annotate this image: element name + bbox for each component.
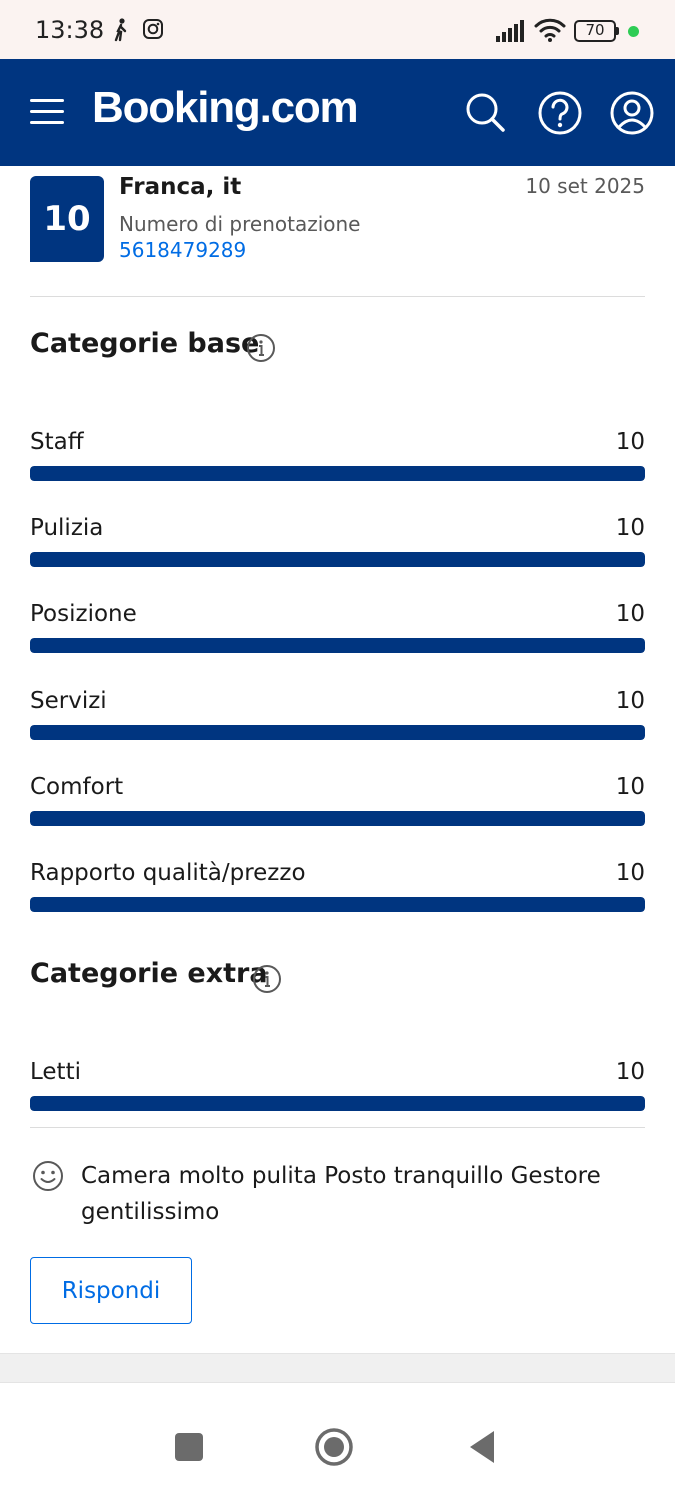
category-label: Comfort — [30, 774, 124, 800]
section-separator — [0, 1353, 675, 1383]
review-text: Camera molto pulita Posto tranquillo Ges… — [81, 1163, 601, 1225]
system-nav-bar — [0, 1384, 675, 1500]
account-icon[interactable] — [608, 89, 656, 137]
section-title-base: Categorie base — [30, 328, 260, 359]
category-row: Posizione 10 — [30, 601, 645, 661]
category-label: Posizione — [30, 601, 137, 627]
menu-icon[interactable] — [30, 99, 64, 125]
category-row: Rapporto qualità/prezzo 10 — [30, 860, 645, 920]
review-date: 10 set 2025 — [525, 174, 645, 198]
home-button[interactable] — [314, 1427, 354, 1467]
category-row: Servizi 10 — [30, 688, 645, 748]
section-title-extra: Categorie extra — [30, 958, 268, 989]
category-row: Staff 10 — [30, 429, 645, 489]
category-bar — [30, 552, 645, 567]
search-icon[interactable] — [462, 89, 510, 137]
guest-name: Franca, it — [119, 174, 242, 200]
category-bar — [30, 1096, 645, 1111]
category-bar — [30, 638, 645, 653]
instagram-icon — [143, 19, 163, 39]
score-badge: 10 — [30, 176, 104, 262]
brand-logo[interactable]: Booking.com — [92, 83, 359, 132]
wifi-icon — [534, 18, 566, 42]
status-time: 13:38 — [35, 16, 105, 44]
category-row: Comfort 10 — [30, 774, 645, 834]
category-label: Letti — [30, 1059, 81, 1085]
category-row: Pulizia 10 — [30, 515, 645, 575]
category-bar-fill — [30, 725, 645, 740]
category-score: 10 — [615, 429, 645, 455]
divider — [30, 1127, 645, 1128]
category-bar — [30, 725, 645, 740]
category-label: Pulizia — [30, 515, 104, 541]
status-bar: 13:38 70 — [0, 0, 675, 59]
category-bar-fill — [30, 811, 645, 826]
walk-icon — [114, 18, 127, 42]
dot-indicator-icon — [628, 26, 639, 37]
category-label: Rapporto qualità/prezzo — [30, 860, 306, 886]
recents-button[interactable] — [169, 1427, 209, 1467]
category-bar — [30, 466, 645, 481]
back-button[interactable] — [462, 1427, 502, 1467]
signal-icon — [496, 20, 524, 42]
smile-icon — [33, 1161, 63, 1191]
category-bar-fill — [30, 638, 645, 653]
category-score: 10 — [615, 774, 645, 800]
info-icon[interactable] — [252, 964, 282, 994]
category-bar — [30, 811, 645, 826]
category-score: 10 — [615, 860, 645, 886]
help-icon[interactable] — [536, 89, 584, 137]
category-row: Letti 10 — [30, 1059, 645, 1119]
category-score: 10 — [615, 515, 645, 541]
reply-button[interactable]: Rispondi — [30, 1257, 192, 1324]
category-bar-fill — [30, 897, 645, 912]
category-bar-fill — [30, 466, 645, 481]
category-bar-fill — [30, 552, 645, 567]
battery-icon: 70 — [574, 20, 620, 42]
category-score: 10 — [615, 1059, 645, 1085]
category-score: 10 — [615, 601, 645, 627]
booking-number-link[interactable]: 5618479289 — [119, 238, 247, 262]
divider — [30, 296, 645, 297]
category-score: 10 — [615, 688, 645, 714]
category-label: Servizi — [30, 688, 107, 714]
category-label: Staff — [30, 429, 84, 455]
app-header: Booking.com — [0, 59, 675, 166]
booking-number-label: Numero di prenotazione — [119, 212, 361, 236]
info-icon[interactable] — [246, 333, 276, 363]
battery-level: 70 — [585, 21, 605, 39]
category-bar-fill — [30, 1096, 645, 1111]
category-bar — [30, 897, 645, 912]
